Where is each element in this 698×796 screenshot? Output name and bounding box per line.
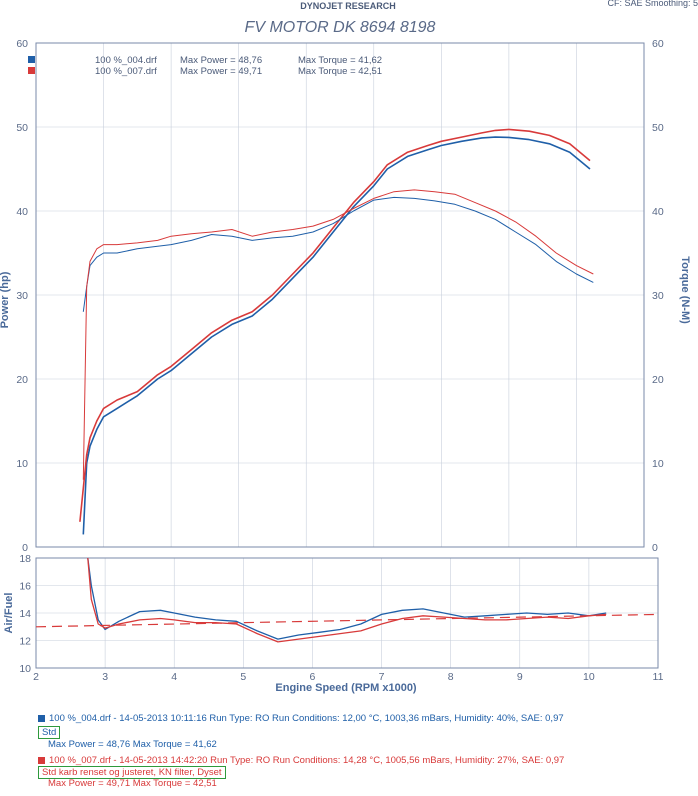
legend-file-run1: 100 %_004.drf bbox=[95, 55, 157, 66]
footer-run1-max: Max Power = 48,76 Max Torque = 41,62 bbox=[48, 739, 217, 750]
chart-title: FV MOTOR DK 8694 8198 bbox=[245, 19, 436, 36]
torque-tick-label: 50 bbox=[652, 122, 664, 134]
rpm-tick-label: 2 bbox=[33, 671, 39, 683]
rpm-tick-label: 4 bbox=[171, 671, 177, 683]
afr-chart-frame bbox=[35, 557, 659, 669]
x-axis-label: Engine Speed (RPM x1000) bbox=[275, 682, 417, 694]
legend-color-run2 bbox=[28, 67, 35, 74]
power-tick-label: 0 bbox=[22, 542, 28, 554]
legend-file-run2: 100 %_007.drf bbox=[95, 66, 157, 77]
rpm-tick-label: 8 bbox=[448, 671, 454, 683]
main-chart-frame bbox=[35, 42, 645, 548]
power-tick-label: 50 bbox=[16, 122, 28, 134]
rpm-tick-label: 11 bbox=[653, 671, 664, 683]
rpm-tick-label: 6 bbox=[310, 671, 316, 683]
legend-power-run1: Max Power = 48,76 bbox=[180, 55, 262, 66]
rpm-tick-label: 9 bbox=[517, 671, 523, 683]
power-tick-label: 40 bbox=[16, 206, 28, 218]
rpm-tick-label: 7 bbox=[379, 671, 385, 683]
afr-chart-grid bbox=[36, 558, 658, 668]
run1-details: 100 %_004.drf - 14-05-2013 10:11:16 Run … bbox=[49, 713, 564, 724]
afr-tick-label: 14 bbox=[19, 608, 31, 620]
afr-axis-label: Air/Fuel bbox=[3, 593, 15, 634]
torque-tick-label: 10 bbox=[652, 458, 664, 470]
afr-curve-run1 bbox=[87, 557, 607, 640]
rpm-tick-label: 5 bbox=[240, 671, 246, 683]
afr-tick-label: 16 bbox=[19, 581, 31, 593]
legend-torque-run2: Max Torque = 42,51 bbox=[298, 66, 382, 77]
torque-axis-label: Torque (N-M) bbox=[679, 256, 691, 324]
footer-run1-note: Std bbox=[38, 726, 61, 739]
afr-tick-label: 18 bbox=[19, 553, 31, 565]
torque-tick-label: 20 bbox=[652, 374, 664, 386]
footer-run2: 100 %_007.drf - 14-05-2013 14:42:20 Run … bbox=[38, 755, 564, 766]
power-curve-run2 bbox=[79, 128, 591, 522]
legend-power-run2: Max Power = 49,71 bbox=[180, 66, 262, 77]
afr-tick-label: 10 bbox=[19, 663, 31, 675]
torque-curve-run1 bbox=[82, 196, 594, 312]
torque-curve-run2 bbox=[82, 189, 594, 480]
power-tick-label: 30 bbox=[16, 290, 28, 302]
run2-note: Std karb renset og justeret, KN filter, … bbox=[38, 766, 226, 779]
torque-tick-label: 40 bbox=[652, 206, 664, 218]
power-tick-label: 10 bbox=[16, 458, 28, 470]
footer-run2-note: Std karb renset og justeret, KN filter, … bbox=[38, 766, 226, 779]
rpm-tick-label: 10 bbox=[583, 671, 595, 683]
power-axis-label: Power (hp) bbox=[0, 271, 11, 328]
power-tick-label: 20 bbox=[16, 374, 28, 386]
reference-line bbox=[35, 613, 659, 628]
torque-tick-label: 60 bbox=[652, 38, 664, 50]
afr-curve-run2 bbox=[87, 557, 607, 643]
torque-tick-label: 0 bbox=[652, 542, 658, 554]
power-tick-label: 60 bbox=[16, 38, 28, 50]
main-chart-grid bbox=[36, 43, 644, 547]
run1-note: Std bbox=[38, 726, 61, 739]
corner-info: CF: SAE Smoothing: 5 bbox=[607, 0, 698, 8]
footer-run1: 100 %_004.drf - 14-05-2013 10:11:16 Run … bbox=[38, 713, 564, 724]
legend-color-run1 bbox=[28, 56, 35, 63]
brand-label: DYNOJET RESEARCH bbox=[300, 1, 396, 11]
afr-tick-label: 12 bbox=[19, 636, 31, 648]
legend-torque-run1: Max Torque = 41,62 bbox=[298, 55, 382, 66]
torque-tick-label: 30 bbox=[652, 290, 664, 302]
rpm-tick-label: 3 bbox=[102, 671, 108, 683]
power-curve-run1 bbox=[82, 136, 591, 535]
run2-details: 100 %_007.drf - 14-05-2013 14:42:20 Run … bbox=[49, 755, 565, 766]
run2-color-swatch bbox=[38, 756, 45, 764]
footer-run2-max: Max Power = 49,71 Max Torque = 42,51 bbox=[48, 778, 217, 789]
run1-color-swatch bbox=[38, 714, 45, 722]
